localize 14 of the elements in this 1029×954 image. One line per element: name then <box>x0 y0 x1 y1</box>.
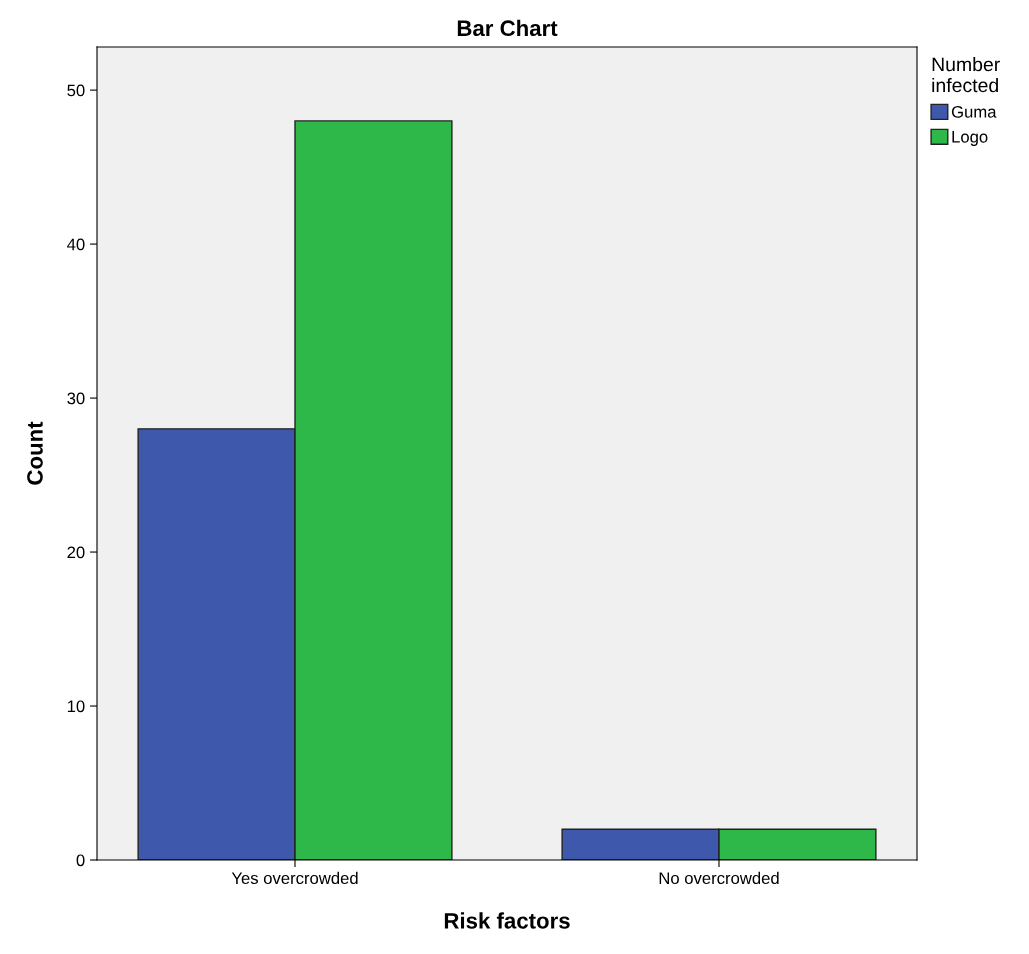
x-axis-title: Risk factors <box>444 912 570 929</box>
chart-title: Bar Chart <box>457 19 558 37</box>
y-tick-label: 0 <box>76 854 85 867</box>
legend-label: Logo <box>952 131 988 146</box>
x-tick-label: No overcrowded <box>659 871 779 885</box>
legend-label: Guma <box>951 105 997 118</box>
y-tick-label: 30 <box>67 392 85 405</box>
legend-title: Number infected <box>932 57 1000 93</box>
y-axis-title: Count <box>27 421 43 485</box>
y-tick-label: 40 <box>67 238 85 251</box>
x-tick-label: Yes overcrowded <box>231 871 358 885</box>
y-tick-label: 20 <box>67 546 85 559</box>
y-tick-label: 50 <box>67 84 85 97</box>
y-tick-label: 10 <box>67 700 85 713</box>
